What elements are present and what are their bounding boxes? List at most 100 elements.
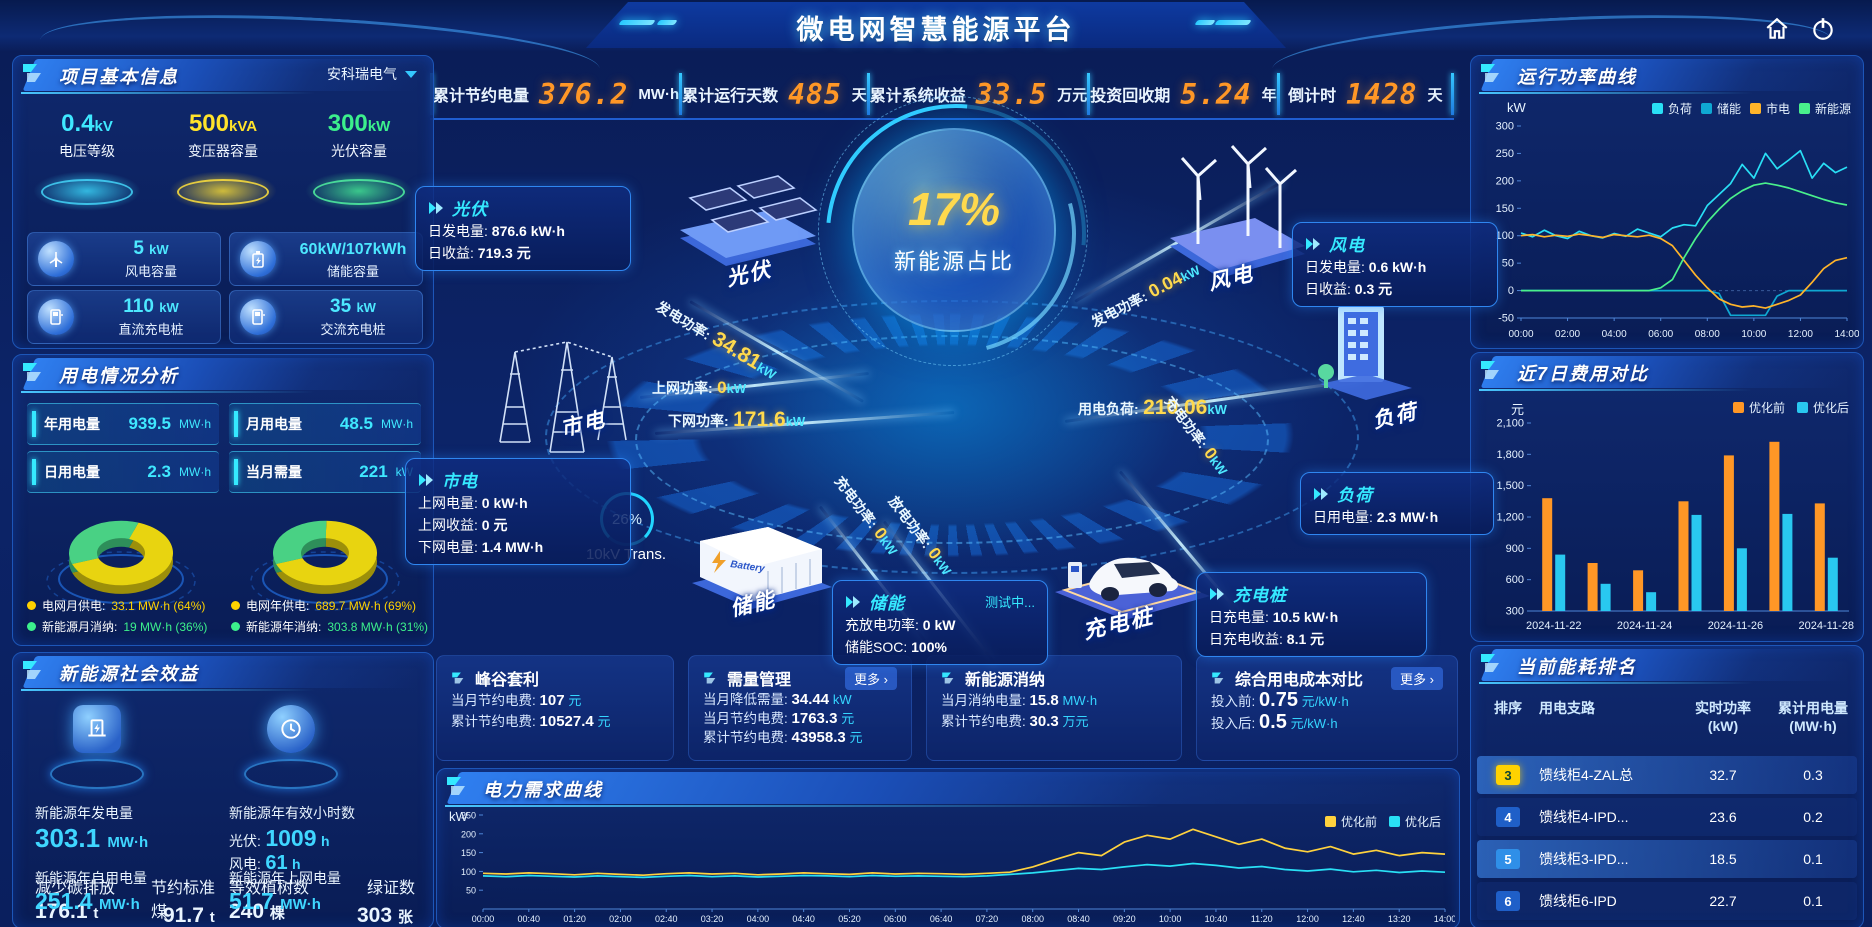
legend-item[interactable]: 优化后 xyxy=(1388,813,1441,830)
svg-text:250: 250 xyxy=(461,811,476,821)
total-energy: 0.2 xyxy=(1803,809,1823,825)
pedestal-ring xyxy=(50,759,144,789)
svg-text:08:00: 08:00 xyxy=(1021,914,1044,924)
legend-label: 负荷 xyxy=(1667,102,1692,116)
legend-item[interactable]: 优化前 xyxy=(1324,813,1377,830)
wind-info-box: 风电 日发电量: 0.6 kW·h 日收益: 0.3 元 xyxy=(1292,222,1498,307)
more-button[interactable]: 更多 › xyxy=(1391,666,1443,690)
legend-item[interactable]: 优化前 xyxy=(1732,399,1785,416)
realtime-power: 18.5 xyxy=(1709,851,1737,867)
panel-social-benefit: 新能源社会效益 新能源年发电量 303.1 MW·h 新能源年有效小时数 光伏:… xyxy=(12,652,434,927)
svg-text:12:00: 12:00 xyxy=(1296,914,1319,924)
storage-box-text: Battery xyxy=(730,559,766,575)
legend-item[interactable]: 优化后 xyxy=(1796,399,1849,416)
svg-text:05:20: 05:20 xyxy=(838,914,861,924)
panel-run-power: 运行功率曲线 kW 负荷 储能 市电 新能源 300 250 200 150 100 50… xyxy=(1470,55,1864,349)
stat-unit: MW·h xyxy=(179,417,211,431)
legend-dot xyxy=(27,601,36,610)
card-unit: kW xyxy=(149,242,169,257)
card-label: 储能容量 xyxy=(326,263,379,279)
realtime-power: 32.7 xyxy=(1709,767,1737,783)
pedestal-unit: kV xyxy=(94,118,113,135)
card-unit: kW xyxy=(356,300,376,315)
panel-newenergy-consumption: 新能源消纳 当月消纳电量: 15.8 MW·h 累计节约电费: 30.3 万元 xyxy=(926,655,1182,761)
info-box-title: 光伏 xyxy=(452,200,488,219)
card-dc-charger: 110 kW 直流充电桩 xyxy=(27,290,221,344)
home-icon[interactable] xyxy=(1760,12,1794,46)
stat-value: 1428 xyxy=(1346,77,1418,111)
pedestal-label: 光伏容量 xyxy=(331,143,387,159)
panel-title: 当前能耗排名 xyxy=(1517,657,1637,677)
run-power-legend: 负荷 储能 市电 新能源 xyxy=(1651,100,1851,117)
legend-item[interactable]: 电网年供电: 689.7 MW·h (69%) xyxy=(231,595,429,616)
ranking-table-header: 排序 用电支路 实时功率 (kW) 累计用电量 (MW·h) xyxy=(1477,698,1857,734)
legend-label: 电网月供电: xyxy=(42,599,106,613)
panel-title: 近7日费用对比 xyxy=(1517,364,1650,384)
ac-charger-icon xyxy=(240,299,276,335)
stat-total-saved-energy: 累计节约电量 376.2 MW·h xyxy=(433,78,679,111)
realtime-power: 23.6 xyxy=(1709,809,1737,825)
legend-label: 储能 xyxy=(1716,102,1741,116)
storage-island: Battery xyxy=(672,505,847,625)
panel-corner-icon xyxy=(1481,654,1499,672)
panel-energy-ranking: 当前能耗排名 排序 用电支路 实时功率 (kW) 累计用电量 (MW·h) 3 馈线… xyxy=(1470,645,1864,927)
pedestal-glow xyxy=(305,171,413,211)
panel-corner-icon xyxy=(23,363,41,381)
svg-text:09:20: 09:20 xyxy=(1113,914,1136,924)
rank-badge: 3 xyxy=(1496,765,1520,785)
branch-name: 馈线柜4-ZAL总 xyxy=(1539,767,1634,783)
pedestal-pv-capacity: 300kW 光伏容量 xyxy=(293,110,425,211)
more-button[interactable]: 更多 › xyxy=(845,666,897,690)
page-title: 微电网智慧能源平台 xyxy=(796,15,1076,45)
table-row[interactable]: 3 馈线柜4-ZAL总 32.7 0.3 xyxy=(1477,756,1857,794)
legend-item[interactable]: 新能源月消纳: 19 MW·h (36%) xyxy=(27,616,227,637)
table-row[interactable]: 4 馈线柜4-IPD... 23.6 0.2 xyxy=(1477,798,1857,836)
pedestal-value: 0.4 xyxy=(61,110,95,137)
col-header-branch: 用电支路 xyxy=(1539,700,1595,716)
legend-item[interactable]: 负荷 xyxy=(1651,100,1692,117)
company-selector[interactable]: 安科瑞电气 xyxy=(327,64,417,84)
svg-text:-50: -50 xyxy=(1498,313,1514,325)
legend-label: 电网年供电: xyxy=(246,599,310,613)
legend-swatch xyxy=(1798,103,1810,114)
panel-corner-icon xyxy=(704,672,716,684)
stat-label: 年用电量 xyxy=(44,416,100,432)
flow-load: 用电负荷: 210.06kW xyxy=(1078,396,1227,419)
svg-text:06:00: 06:00 xyxy=(884,914,907,924)
stat-unit: 天 xyxy=(1427,86,1443,104)
stat-label: 新能源年有效小时数 xyxy=(229,805,355,821)
energy-panel-icon xyxy=(73,705,121,753)
clock-icon xyxy=(267,705,315,753)
branch-name: 馈线柜4-IPD... xyxy=(1539,809,1629,825)
info-box-title: 负荷 xyxy=(1337,486,1373,505)
legend-item[interactable]: 新能源 xyxy=(1798,100,1851,117)
legend-item[interactable]: 市电 xyxy=(1749,100,1790,117)
legend-item[interactable]: 新能源年消纳: 303.8 MW·h (31%) xyxy=(231,616,429,637)
legend-swatch xyxy=(1700,103,1712,114)
table-row[interactable]: 6 馈线柜6-IPD 22.7 0.1 xyxy=(1477,882,1857,920)
self-use-label: 新能源年自用电量 xyxy=(35,870,147,886)
svg-text:200: 200 xyxy=(461,829,476,839)
svg-text:2024-11-22: 2024-11-22 xyxy=(1526,620,1581,632)
orb-orbit-ring xyxy=(818,96,1088,366)
info-box-title: 储能 xyxy=(869,594,905,613)
table-row[interactable]: 5 馈线柜3-IPD... 18.5 0.1 xyxy=(1477,840,1857,878)
panel-demand-curve: 电力需求曲线 优化前 优化后 kW 250 200 150 100 50 00:00 00:… xyxy=(436,768,1460,927)
stats-divider xyxy=(679,73,683,115)
legend-swatch xyxy=(1388,816,1400,827)
chevron-down-icon xyxy=(405,70,417,78)
legend-item[interactable]: 储能 xyxy=(1700,100,1741,117)
pv-island xyxy=(620,160,830,280)
svg-text:00:00: 00:00 xyxy=(472,914,495,924)
certs-value: 303 xyxy=(357,904,393,927)
svg-text:12:00: 12:00 xyxy=(1788,329,1813,340)
card-storage-capacity: 60kW/107kWh 储能容量 xyxy=(229,232,423,286)
legend-item[interactable]: 电网月供电: 33.1 MW·h (64%) xyxy=(27,595,227,616)
legend-label: 新能源年消纳: xyxy=(246,620,322,634)
panel-header: 项目基本信息 安科瑞电气 xyxy=(13,56,433,94)
svg-text:07:20: 07:20 xyxy=(976,914,999,924)
stat-countdown: 倒计时 1428 天 xyxy=(1280,78,1451,111)
power-icon[interactable] xyxy=(1806,12,1840,46)
panel-corner-icon xyxy=(452,672,464,684)
legend-value: 689.7 MW·h (69%) xyxy=(315,598,417,613)
